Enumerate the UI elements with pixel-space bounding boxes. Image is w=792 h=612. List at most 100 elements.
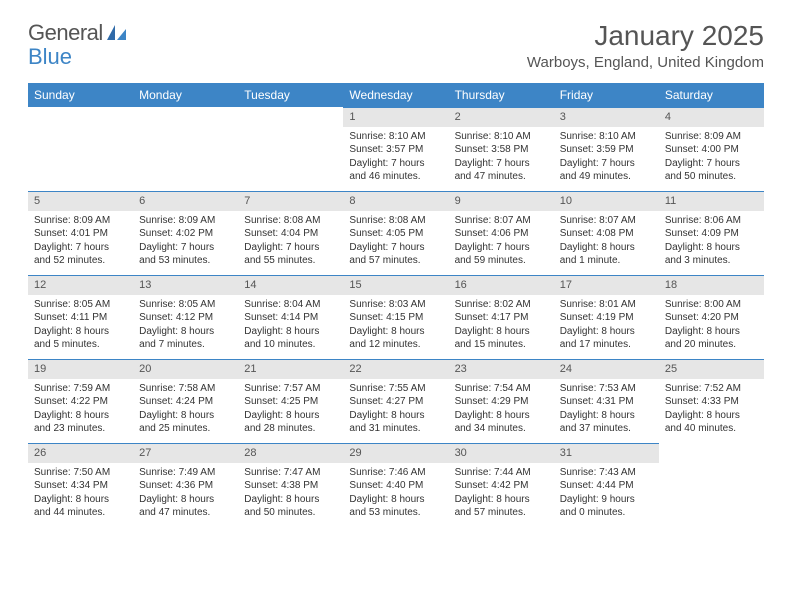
weekday-header: Friday bbox=[554, 83, 659, 107]
daylight-line: Daylight: 8 hours and 15 minutes. bbox=[455, 325, 548, 352]
sunrise-line: Sunrise: 7:59 AM bbox=[34, 382, 127, 396]
daylight-line: Daylight: 8 hours and 17 minutes. bbox=[560, 325, 653, 352]
daylight-line: Daylight: 7 hours and 57 minutes. bbox=[349, 241, 442, 268]
day-number: 11 bbox=[659, 191, 764, 211]
sunset-line: Sunset: 4:38 PM bbox=[244, 479, 337, 493]
page-header: General January 2025 Warboys, England, U… bbox=[28, 20, 764, 71]
sunrise-line: Sunrise: 7:50 AM bbox=[34, 466, 127, 480]
calendar-day-cell: 30Sunrise: 7:44 AMSunset: 4:42 PMDayligh… bbox=[449, 443, 554, 527]
day-details: Sunrise: 7:49 AMSunset: 4:36 PMDaylight:… bbox=[133, 463, 238, 524]
sunrise-line: Sunrise: 8:02 AM bbox=[455, 298, 548, 312]
calendar-day-cell: 10Sunrise: 8:07 AMSunset: 4:08 PMDayligh… bbox=[554, 191, 659, 275]
calendar-day-cell: 8Sunrise: 8:08 AMSunset: 4:05 PMDaylight… bbox=[343, 191, 448, 275]
daylight-line: Daylight: 8 hours and 1 minute. bbox=[560, 241, 653, 268]
calendar-day-cell: 21Sunrise: 7:57 AMSunset: 4:25 PMDayligh… bbox=[238, 359, 343, 443]
weekday-header: Wednesday bbox=[343, 83, 448, 107]
weekday-header: Sunday bbox=[28, 83, 133, 107]
day-number: 14 bbox=[238, 275, 343, 295]
day-number: 8 bbox=[343, 191, 448, 211]
day-details: Sunrise: 8:09 AMSunset: 4:00 PMDaylight:… bbox=[659, 127, 764, 188]
sunset-line: Sunset: 4:42 PM bbox=[455, 479, 548, 493]
day-number: 4 bbox=[659, 107, 764, 127]
sunrise-line: Sunrise: 7:53 AM bbox=[560, 382, 653, 396]
sunrise-line: Sunrise: 7:54 AM bbox=[455, 382, 548, 396]
day-details: Sunrise: 8:05 AMSunset: 4:11 PMDaylight:… bbox=[28, 295, 133, 356]
day-details: Sunrise: 7:58 AMSunset: 4:24 PMDaylight:… bbox=[133, 379, 238, 440]
daylight-line: Daylight: 8 hours and 7 minutes. bbox=[139, 325, 232, 352]
sunrise-line: Sunrise: 7:57 AM bbox=[244, 382, 337, 396]
day-details: Sunrise: 8:10 AMSunset: 3:58 PMDaylight:… bbox=[449, 127, 554, 188]
day-number: 23 bbox=[449, 359, 554, 379]
calendar-day-cell: 27Sunrise: 7:49 AMSunset: 4:36 PMDayligh… bbox=[133, 443, 238, 527]
daylight-line: Daylight: 9 hours and 0 minutes. bbox=[560, 493, 653, 520]
day-number: 16 bbox=[449, 275, 554, 295]
day-number: 10 bbox=[554, 191, 659, 211]
sunset-line: Sunset: 4:34 PM bbox=[34, 479, 127, 493]
day-number: 1 bbox=[343, 107, 448, 127]
day-number: 25 bbox=[659, 359, 764, 379]
daylight-line: Daylight: 8 hours and 37 minutes. bbox=[560, 409, 653, 436]
calendar-day-cell: 12Sunrise: 8:05 AMSunset: 4:11 PMDayligh… bbox=[28, 275, 133, 359]
calendar-day-cell: 28Sunrise: 7:47 AMSunset: 4:38 PMDayligh… bbox=[238, 443, 343, 527]
month-title: January 2025 bbox=[527, 20, 764, 52]
calendar-day-cell: 29Sunrise: 7:46 AMSunset: 4:40 PMDayligh… bbox=[343, 443, 448, 527]
daylight-line: Daylight: 8 hours and 34 minutes. bbox=[455, 409, 548, 436]
daylight-line: Daylight: 8 hours and 3 minutes. bbox=[665, 241, 758, 268]
daylight-line: Daylight: 7 hours and 50 minutes. bbox=[665, 157, 758, 184]
sunrise-line: Sunrise: 8:07 AM bbox=[455, 214, 548, 228]
daylight-line: Daylight: 7 hours and 49 minutes. bbox=[560, 157, 653, 184]
daylight-line: Daylight: 7 hours and 47 minutes. bbox=[455, 157, 548, 184]
day-number: 31 bbox=[554, 443, 659, 463]
sunrise-line: Sunrise: 8:10 AM bbox=[560, 130, 653, 144]
calendar-day-cell: 18Sunrise: 8:00 AMSunset: 4:20 PMDayligh… bbox=[659, 275, 764, 359]
day-number: 30 bbox=[449, 443, 554, 463]
daylight-line: Daylight: 8 hours and 28 minutes. bbox=[244, 409, 337, 436]
day-number: 7 bbox=[238, 191, 343, 211]
daylight-line: Daylight: 8 hours and 23 minutes. bbox=[34, 409, 127, 436]
day-details: Sunrise: 7:50 AMSunset: 4:34 PMDaylight:… bbox=[28, 463, 133, 524]
day-details: Sunrise: 7:57 AMSunset: 4:25 PMDaylight:… bbox=[238, 379, 343, 440]
day-details: Sunrise: 8:04 AMSunset: 4:14 PMDaylight:… bbox=[238, 295, 343, 356]
calendar-week-row: 1Sunrise: 8:10 AMSunset: 3:57 PMDaylight… bbox=[28, 107, 764, 191]
calendar-day-cell: 15Sunrise: 8:03 AMSunset: 4:15 PMDayligh… bbox=[343, 275, 448, 359]
sunset-line: Sunset: 4:09 PM bbox=[665, 227, 758, 241]
day-number: 20 bbox=[133, 359, 238, 379]
sunrise-line: Sunrise: 7:52 AM bbox=[665, 382, 758, 396]
sunrise-line: Sunrise: 7:43 AM bbox=[560, 466, 653, 480]
day-details: Sunrise: 8:07 AMSunset: 4:08 PMDaylight:… bbox=[554, 211, 659, 272]
daylight-line: Daylight: 8 hours and 47 minutes. bbox=[139, 493, 232, 520]
sunrise-line: Sunrise: 8:09 AM bbox=[665, 130, 758, 144]
day-number: 6 bbox=[133, 191, 238, 211]
weekday-header: Tuesday bbox=[238, 83, 343, 107]
day-number: 18 bbox=[659, 275, 764, 295]
calendar-day-cell: 2Sunrise: 8:10 AMSunset: 3:58 PMDaylight… bbox=[449, 107, 554, 191]
daylight-line: Daylight: 7 hours and 59 minutes. bbox=[455, 241, 548, 268]
calendar-day-cell: 23Sunrise: 7:54 AMSunset: 4:29 PMDayligh… bbox=[449, 359, 554, 443]
day-details: Sunrise: 8:09 AMSunset: 4:02 PMDaylight:… bbox=[133, 211, 238, 272]
daylight-line: Daylight: 8 hours and 25 minutes. bbox=[139, 409, 232, 436]
sunset-line: Sunset: 3:59 PM bbox=[560, 143, 653, 157]
day-number: 28 bbox=[238, 443, 343, 463]
calendar-day-cell: 7Sunrise: 8:08 AMSunset: 4:04 PMDaylight… bbox=[238, 191, 343, 275]
weekday-header: Monday bbox=[133, 83, 238, 107]
logo: General bbox=[28, 20, 128, 46]
sunrise-line: Sunrise: 8:05 AM bbox=[139, 298, 232, 312]
daylight-line: Daylight: 8 hours and 31 minutes. bbox=[349, 409, 442, 436]
day-number: 26 bbox=[28, 443, 133, 463]
weekday-header-row: SundayMondayTuesdayWednesdayThursdayFrid… bbox=[28, 83, 764, 107]
weekday-header: Saturday bbox=[659, 83, 764, 107]
day-details: Sunrise: 8:09 AMSunset: 4:01 PMDaylight:… bbox=[28, 211, 133, 272]
sunset-line: Sunset: 4:40 PM bbox=[349, 479, 442, 493]
sunrise-line: Sunrise: 8:09 AM bbox=[139, 214, 232, 228]
sunrise-line: Sunrise: 7:47 AM bbox=[244, 466, 337, 480]
daylight-line: Daylight: 8 hours and 12 minutes. bbox=[349, 325, 442, 352]
sunset-line: Sunset: 4:20 PM bbox=[665, 311, 758, 325]
calendar-empty-cell bbox=[133, 107, 238, 191]
day-number: 29 bbox=[343, 443, 448, 463]
day-number: 22 bbox=[343, 359, 448, 379]
sunrise-line: Sunrise: 7:58 AM bbox=[139, 382, 232, 396]
daylight-line: Daylight: 8 hours and 57 minutes. bbox=[455, 493, 548, 520]
day-number: 24 bbox=[554, 359, 659, 379]
calendar-day-cell: 19Sunrise: 7:59 AMSunset: 4:22 PMDayligh… bbox=[28, 359, 133, 443]
daylight-line: Daylight: 7 hours and 55 minutes. bbox=[244, 241, 337, 268]
